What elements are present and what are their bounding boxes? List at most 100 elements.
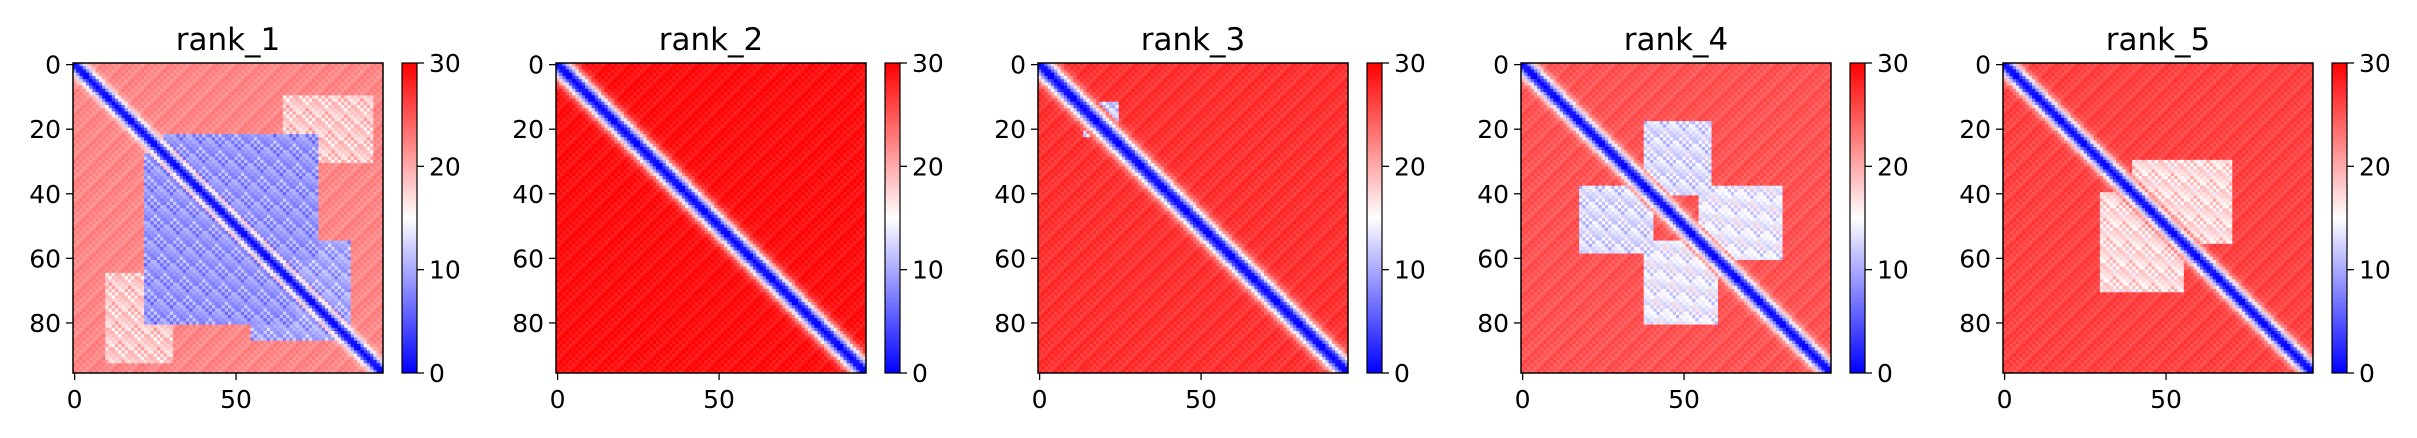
heatmap-cell bbox=[131, 163, 135, 167]
heatmap-cell bbox=[344, 147, 348, 151]
heatmap-cell bbox=[260, 134, 264, 138]
heatmap-cell bbox=[118, 141, 122, 145]
heatmap-cell bbox=[231, 66, 235, 70]
heatmap-cell bbox=[231, 89, 235, 93]
heatmap-cell bbox=[247, 121, 251, 125]
heatmap-cell bbox=[280, 160, 284, 164]
heatmap-cell bbox=[138, 82, 142, 86]
heatmap-cell bbox=[212, 86, 216, 90]
heatmap-cell bbox=[202, 160, 206, 164]
heatmap-cell bbox=[341, 153, 345, 157]
heatmap-cell bbox=[347, 76, 351, 80]
heatmap-cell bbox=[335, 118, 339, 122]
heatmap-cell bbox=[331, 89, 335, 93]
heatmap-cell bbox=[79, 144, 83, 148]
heatmap-cell bbox=[163, 118, 167, 122]
heatmap-cell bbox=[170, 160, 174, 164]
heatmap-cell bbox=[131, 69, 135, 73]
heatmap-cell bbox=[176, 118, 180, 122]
heatmap-cell bbox=[160, 118, 164, 122]
heatmap-cell bbox=[199, 121, 203, 125]
heatmap-cell bbox=[96, 108, 100, 112]
heatmap-cell bbox=[257, 137, 261, 141]
heatmap-cell bbox=[157, 69, 161, 73]
heatmap-cell bbox=[218, 134, 222, 138]
heatmap-cell bbox=[131, 118, 135, 122]
heatmap-cell bbox=[341, 111, 345, 115]
heatmap-cell bbox=[79, 170, 83, 174]
heatmap-cell bbox=[105, 86, 109, 90]
heatmap-cell bbox=[306, 124, 310, 128]
heatmap-cell bbox=[160, 105, 164, 109]
heatmap-cell bbox=[273, 115, 277, 119]
heatmap-cell bbox=[370, 160, 374, 164]
heatmap-cell bbox=[202, 108, 206, 112]
heatmap-cell bbox=[83, 66, 87, 70]
heatmap-cell bbox=[354, 134, 358, 138]
heatmap-cell bbox=[125, 134, 129, 138]
heatmap-cell bbox=[154, 92, 158, 96]
heatmap-cell bbox=[289, 141, 293, 145]
heatmap-cell bbox=[141, 157, 145, 161]
heatmap-cell bbox=[186, 141, 190, 145]
heatmap-cell bbox=[325, 137, 329, 141]
heatmap-cell bbox=[231, 170, 235, 174]
heatmap-cell bbox=[109, 124, 113, 128]
heatmap-cell bbox=[289, 157, 293, 161]
heatmap-cell bbox=[167, 108, 171, 112]
heatmap-cell bbox=[215, 134, 219, 138]
heatmap-cell bbox=[312, 92, 316, 96]
heatmap-cell bbox=[92, 118, 96, 122]
heatmap-cell bbox=[92, 134, 96, 138]
heatmap-cell bbox=[315, 82, 319, 86]
heatmap-cell bbox=[360, 160, 364, 164]
heatmap-cell bbox=[202, 86, 206, 90]
heatmap-cell bbox=[192, 102, 196, 106]
heatmap-cell bbox=[247, 99, 251, 103]
heatmap-cell bbox=[322, 121, 326, 125]
heatmap-cell bbox=[205, 173, 209, 177]
heatmap-cell bbox=[92, 160, 96, 164]
heatmap-cell bbox=[134, 147, 138, 151]
heatmap-cell bbox=[205, 69, 209, 73]
heatmap-cell bbox=[160, 144, 164, 148]
heatmap-cell bbox=[141, 115, 145, 119]
heatmap-cell bbox=[347, 141, 351, 145]
heatmap-cell bbox=[276, 66, 280, 70]
heatmap-cell bbox=[351, 134, 355, 138]
heatmap-cell bbox=[96, 73, 100, 77]
heatmap-cell bbox=[234, 111, 238, 115]
heatmap-cell bbox=[289, 108, 293, 112]
heatmap-cell bbox=[102, 134, 106, 138]
heatmap-cell bbox=[102, 111, 106, 115]
heatmap-cell bbox=[234, 82, 238, 86]
heatmap-cell bbox=[341, 102, 345, 106]
heatmap-cell bbox=[238, 147, 242, 151]
heatmap-cell bbox=[218, 118, 222, 122]
heatmap-cell bbox=[318, 134, 322, 138]
heatmap-cell bbox=[167, 89, 171, 93]
heatmap-cell bbox=[96, 105, 100, 109]
heatmap-cell bbox=[283, 66, 287, 70]
heatmap-cell bbox=[128, 157, 132, 161]
heatmap-cell bbox=[364, 89, 368, 93]
heatmap-cell bbox=[367, 69, 371, 73]
heatmap-cell bbox=[370, 111, 374, 115]
heatmap-cell bbox=[160, 111, 164, 115]
heatmap-cell bbox=[264, 131, 268, 135]
heatmap-cell bbox=[373, 128, 377, 132]
heatmap-cell bbox=[331, 160, 335, 164]
heatmap-cell bbox=[99, 69, 103, 73]
heatmap-cell bbox=[170, 147, 174, 151]
heatmap-cell bbox=[209, 153, 213, 157]
heatmap-cell bbox=[325, 108, 329, 112]
heatmap-cell bbox=[125, 160, 129, 164]
heatmap-cell bbox=[218, 105, 222, 109]
heatmap-cell bbox=[151, 82, 155, 86]
heatmap-cell bbox=[241, 134, 245, 138]
heatmap-cell bbox=[315, 150, 319, 154]
heatmap-cell bbox=[377, 69, 381, 73]
heatmap-cell bbox=[83, 92, 87, 96]
heatmap-cell bbox=[183, 79, 187, 83]
heatmap-cell bbox=[163, 82, 167, 86]
